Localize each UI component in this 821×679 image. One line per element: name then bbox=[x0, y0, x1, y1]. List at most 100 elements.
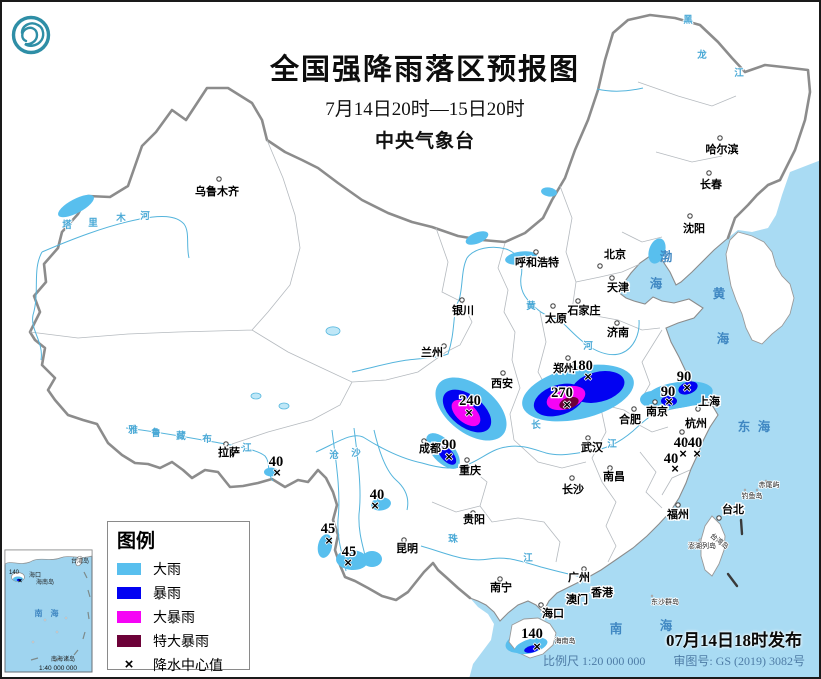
tibet-lake bbox=[278, 402, 290, 410]
title-block: 全国强降雨落区预报图 7月14日20时—15日20时 中央气象台 bbox=[240, 46, 610, 153]
legend-row-heavy-rain: 大雨 bbox=[117, 560, 240, 578]
city-dot bbox=[401, 537, 407, 543]
precip-center-mark: × bbox=[465, 405, 473, 420]
precip-center-symbol: × bbox=[124, 655, 134, 673]
sea-label: 海 bbox=[717, 331, 730, 346]
legend-label: 大暴雨 bbox=[153, 610, 195, 626]
city-dot bbox=[679, 429, 685, 435]
city-dot bbox=[550, 303, 556, 309]
city-label: 武汉 bbox=[581, 440, 604, 454]
city-label: 杭州 bbox=[685, 416, 707, 430]
sea-label: 海 bbox=[758, 419, 771, 434]
precip-value: 40 bbox=[269, 454, 284, 470]
river-label: 沧 bbox=[329, 449, 339, 461]
city-dot bbox=[652, 399, 658, 405]
island-label: 东沙群岛 bbox=[651, 597, 679, 606]
city-label: 成都 bbox=[419, 441, 441, 455]
city-label: 乌鲁木齐 bbox=[195, 184, 240, 198]
river-label: 里 bbox=[88, 218, 98, 229]
city-label: 澳门 bbox=[566, 592, 588, 606]
city-dot bbox=[581, 566, 587, 572]
precip-value: 140 bbox=[521, 626, 543, 642]
city-label: 上海 bbox=[698, 394, 720, 408]
inset-scale-label: 1:40 000 000 bbox=[39, 665, 77, 672]
river-label: 江 bbox=[734, 67, 744, 79]
city-dot bbox=[569, 475, 575, 481]
precip-value: 90 bbox=[677, 369, 692, 385]
city-dot bbox=[609, 275, 615, 281]
tibet-lake bbox=[250, 392, 262, 400]
city-label: 海口 bbox=[542, 606, 564, 620]
river-label: 河 bbox=[583, 340, 593, 352]
precip-center-mark: × bbox=[273, 465, 281, 480]
precip-center-mark: × bbox=[679, 446, 687, 461]
precip-center-mark: × bbox=[584, 369, 592, 384]
city-label: 南昌 bbox=[603, 469, 625, 483]
city-label: 南京 bbox=[646, 404, 668, 418]
inset-sea-label: 南 海 bbox=[35, 608, 62, 618]
precip-center-mark: × bbox=[671, 461, 679, 476]
river-label: 长 bbox=[531, 419, 541, 431]
city-label: 香港 bbox=[590, 585, 614, 599]
city-label: 重庆 bbox=[459, 463, 481, 477]
sea-label: 海 bbox=[660, 618, 673, 633]
precip-value: 240 bbox=[459, 393, 481, 409]
river-label: 布 bbox=[201, 433, 212, 445]
extreme-rainstorm-area bbox=[559, 396, 579, 410]
city-label: 昆明 bbox=[396, 542, 418, 555]
river-label: 雅 bbox=[127, 424, 138, 436]
island-label: 赤尾屿 bbox=[759, 480, 780, 489]
city-dot bbox=[585, 435, 591, 441]
river-label: 黄 bbox=[526, 300, 536, 312]
city-label: 广州 bbox=[568, 570, 590, 584]
river-label: 塔 bbox=[62, 219, 72, 231]
city-dot bbox=[216, 176, 222, 182]
city-dot bbox=[500, 370, 506, 376]
inset-tiny-label: 海南岛 bbox=[36, 578, 54, 586]
taiwan-island bbox=[700, 515, 726, 577]
precip-center-mark: × bbox=[371, 498, 379, 513]
china-border bbox=[28, 13, 812, 602]
city-dot bbox=[716, 515, 722, 521]
city-dot bbox=[717, 135, 723, 141]
river-label: 江 bbox=[242, 442, 252, 454]
city-dot bbox=[631, 406, 637, 412]
city-label: 银川 bbox=[452, 303, 474, 317]
legend: 图例 大雨 暴雨 大暴雨 特大暴雨 × 降水中心值 bbox=[107, 521, 250, 674]
inset-tiny-label: 南海诸岛 bbox=[51, 655, 75, 663]
issue-time: 07月14日18时发布 bbox=[666, 631, 802, 650]
precip-center-mark: × bbox=[563, 397, 571, 412]
precip-center-mark: × bbox=[445, 449, 453, 464]
city-dot bbox=[441, 343, 447, 349]
south-china-sea-inset bbox=[4, 549, 93, 673]
issuing-agency: 中央气象台 bbox=[374, 131, 475, 152]
precip-value: 180 bbox=[571, 358, 593, 374]
inset-tiny-label: 海口 bbox=[29, 571, 41, 579]
city-dot bbox=[497, 576, 503, 582]
precip-value: 90 bbox=[442, 437, 457, 453]
precip-center-mark: × bbox=[533, 639, 541, 654]
island-label: 澎湖列岛 bbox=[688, 541, 716, 550]
map-info: 比例尺 1:20 000 000 审图号: GS (2019) 3082号 bbox=[543, 652, 815, 669]
inset-tiny-label: 台湾岛 bbox=[71, 557, 89, 565]
legend-title: 图例 bbox=[117, 531, 156, 552]
city-dot bbox=[614, 320, 620, 326]
legend-row-extreme-rainstorm: 特大暴雨 bbox=[117, 632, 240, 650]
heavy-rain-swatch bbox=[117, 562, 141, 575]
city-label: 济南 bbox=[607, 325, 629, 339]
sea-label: 海 bbox=[650, 276, 663, 291]
legend-row-rainstorm: 暴雨 bbox=[117, 584, 240, 602]
city-dot bbox=[607, 465, 613, 471]
legend-row-heavy-rainstorm: 大暴雨 bbox=[117, 608, 240, 626]
city-dot bbox=[597, 263, 603, 269]
precip-value: 45 bbox=[342, 544, 357, 560]
precip-value: 40 bbox=[370, 487, 385, 503]
sea-label: 黄 bbox=[713, 286, 726, 301]
river-label: 珠 bbox=[448, 533, 458, 545]
river-label: 鲁 bbox=[151, 427, 161, 439]
river-label: 木 bbox=[115, 212, 126, 224]
cma-logo-icon bbox=[11, 15, 51, 55]
river-label: 河 bbox=[140, 210, 150, 222]
hainan-rainstorm-core bbox=[524, 645, 540, 653]
